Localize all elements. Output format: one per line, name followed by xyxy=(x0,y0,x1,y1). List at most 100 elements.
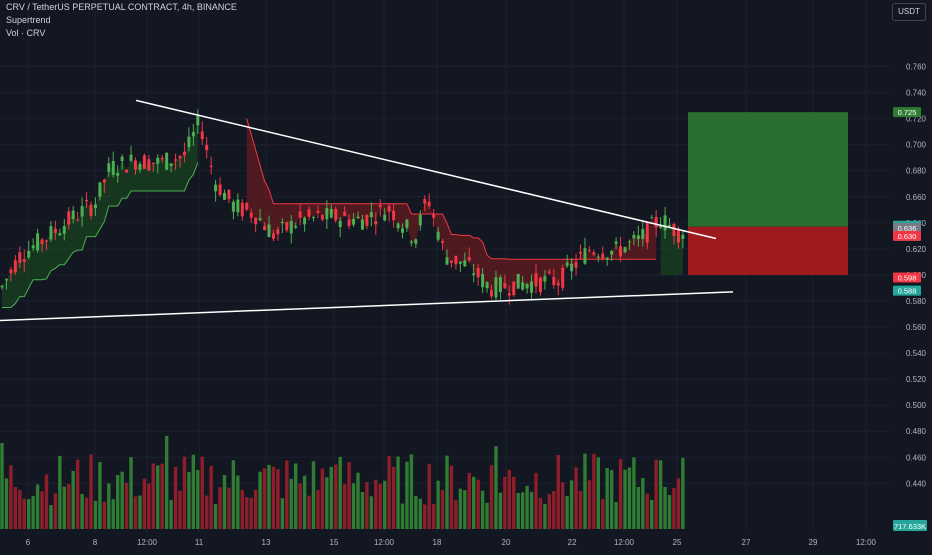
candle-body xyxy=(503,283,507,289)
y-tick-label: 0.660 xyxy=(906,193,927,202)
candle-body xyxy=(223,192,226,200)
candle-body xyxy=(672,224,676,237)
candle-body xyxy=(472,273,476,276)
volume-bar xyxy=(342,484,347,529)
candle-body xyxy=(160,157,164,160)
volume-bar xyxy=(383,480,387,529)
volume-bar xyxy=(320,468,325,529)
volume-bar xyxy=(618,459,623,529)
supertrend-down-line xyxy=(246,118,657,260)
volume-bar xyxy=(316,489,320,529)
volume-bar xyxy=(654,459,658,529)
candle-body xyxy=(156,157,160,164)
volume-bar xyxy=(596,457,600,529)
indicator-volume-label[interactable]: Vol · CRV xyxy=(6,28,46,38)
volume-bar xyxy=(632,457,636,529)
chart-title: CRV / TetherUS PERPETUAL CONTRACT, 4h, B… xyxy=(6,2,237,12)
candle-body xyxy=(329,208,333,218)
volume-bar xyxy=(529,491,534,529)
candle-body xyxy=(596,256,600,258)
volume-bar xyxy=(578,490,583,529)
candle-body xyxy=(258,218,262,221)
candle-body xyxy=(369,212,373,218)
volume-bar xyxy=(329,466,333,529)
volume-bar xyxy=(245,497,249,529)
volume-bar xyxy=(124,482,129,529)
volume-bar xyxy=(547,494,552,529)
x-tick-label: 12:00 xyxy=(374,538,395,547)
y-tick-label: 0.580 xyxy=(906,297,927,306)
price-label: 0.636 xyxy=(898,224,917,233)
x-tick-label: 11 xyxy=(195,538,204,547)
volume-bar xyxy=(627,467,632,529)
candle-body xyxy=(294,225,298,228)
volume-bar xyxy=(147,483,151,529)
candle-body xyxy=(579,251,582,254)
volume-bar xyxy=(480,490,485,529)
x-tick-label: 18 xyxy=(433,538,442,547)
candle-body xyxy=(681,234,685,239)
volume-bar xyxy=(387,455,391,529)
price-label: 0.725 xyxy=(898,108,917,117)
candle-body xyxy=(165,152,169,170)
candle-body xyxy=(249,212,253,218)
candle-body xyxy=(45,240,48,242)
candle-body xyxy=(107,163,111,172)
volume-bar xyxy=(294,463,298,529)
volume-bar xyxy=(574,467,578,529)
volume-bar xyxy=(587,480,592,529)
volume-bar xyxy=(116,474,120,529)
volume-bar xyxy=(405,461,409,529)
indicator-supertrend-label[interactable]: Supertrend xyxy=(6,15,51,25)
candle-body xyxy=(174,159,178,161)
candle-body xyxy=(432,213,436,218)
candle-body xyxy=(151,162,155,165)
candle-body xyxy=(67,211,71,225)
currency-button[interactable]: USDT xyxy=(892,3,926,21)
volume-bar xyxy=(84,497,89,529)
price-label-box xyxy=(893,107,921,118)
volume-bar xyxy=(676,478,681,529)
volume-bar xyxy=(58,455,62,529)
volume-bar xyxy=(445,455,449,529)
volume-bar xyxy=(436,480,440,529)
candle-body xyxy=(605,257,609,260)
volume-bar xyxy=(200,456,204,529)
volume-bar xyxy=(378,483,382,529)
volume-bar xyxy=(494,446,498,529)
volume-bar xyxy=(271,466,276,529)
candle-body xyxy=(9,269,13,274)
volume-bar xyxy=(458,488,463,529)
volume-bar xyxy=(71,470,75,529)
candle-body xyxy=(627,241,631,243)
candle-body xyxy=(427,201,431,207)
volume-bar xyxy=(53,493,58,529)
candle-body xyxy=(552,277,556,286)
volume-bar xyxy=(0,443,4,529)
candle-body xyxy=(396,223,400,229)
volume-bar xyxy=(178,490,182,529)
candle-body xyxy=(187,136,191,148)
volume-bar xyxy=(512,476,516,529)
x-tick-label: 8 xyxy=(93,538,98,547)
volume-bar xyxy=(672,487,676,529)
volume-bar xyxy=(227,487,231,529)
y-tick-label: 0.560 xyxy=(906,323,927,332)
x-tick-label: 20 xyxy=(502,538,511,547)
volume-bar xyxy=(49,505,53,529)
candle-body xyxy=(530,281,534,293)
volume-bar xyxy=(663,486,667,529)
volume-bar xyxy=(391,466,396,529)
volume-bar xyxy=(623,469,627,529)
volume-bar xyxy=(552,491,556,529)
candle-body xyxy=(49,226,53,240)
candle-body xyxy=(178,156,182,159)
x-tick-label: 22 xyxy=(568,538,577,547)
candle-body xyxy=(218,184,222,195)
candle-body xyxy=(4,279,8,281)
volume-bar xyxy=(423,504,427,529)
candle-body xyxy=(632,234,636,239)
volume-bar xyxy=(569,480,574,529)
